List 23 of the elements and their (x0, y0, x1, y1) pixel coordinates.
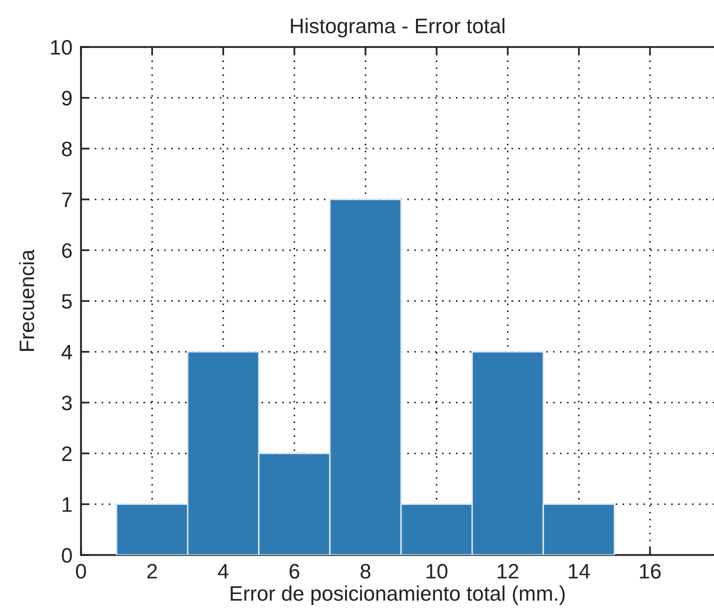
x-tick-label: 14 (568, 564, 590, 578)
y-tick-label: 1 (62, 497, 72, 512)
y-tick-label: 6 (62, 243, 72, 258)
x-axis-title: Error de posicionamiento total (mm.) (230, 586, 565, 605)
y-tick-label: 10 (51, 40, 72, 55)
x-tick-label: 8 (360, 564, 370, 579)
x-tick-label: 10 (426, 564, 448, 579)
y-tick-label: 8 (62, 142, 72, 156)
y-tick-label: 4 (62, 345, 72, 360)
y-axis-title: Frecuencia (18, 249, 34, 351)
x-tick-label: 4 (218, 564, 228, 578)
y-tick-label: 3 (62, 396, 72, 410)
x-tick-label: 2 (147, 564, 157, 578)
y-tick-label: 5 (62, 294, 72, 309)
y-tick-label: 9 (62, 90, 72, 106)
y-tick-label: 7 (62, 192, 72, 207)
x-tick-label: 6 (290, 564, 300, 579)
y-tick-label: 0 (62, 548, 72, 563)
x-tick-label: 0 (76, 564, 86, 579)
chart-title: Histograma - Error total (290, 18, 504, 38)
y-tick-label: 2 (62, 446, 72, 461)
x-tick-label: 12 (498, 564, 518, 578)
x-tick-label: 16 (640, 564, 661, 579)
